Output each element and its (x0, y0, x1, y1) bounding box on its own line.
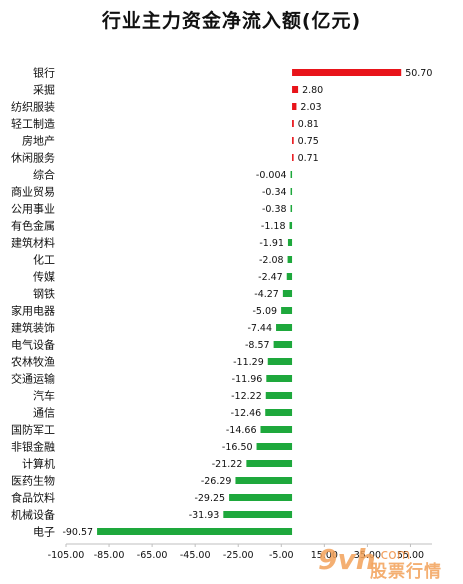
value-label: -11.96 (232, 374, 263, 385)
category-label: 化工 (33, 253, 55, 267)
bar (223, 511, 293, 518)
category-label: 家用电器 (11, 304, 55, 318)
bar (229, 494, 293, 501)
value-label: -11.29 (233, 357, 264, 368)
value-label: -0.004 (256, 170, 287, 181)
category-label: 纺织服装 (11, 100, 55, 114)
watermark-text: 股票行情 (370, 562, 442, 582)
bar (281, 307, 293, 314)
value-label: -7.44 (247, 323, 272, 334)
bar (265, 392, 293, 399)
value-label: -90.57 (62, 527, 93, 538)
category-label: 钢铁 (33, 288, 55, 301)
x-tick-label: -45.00 (180, 550, 211, 561)
category-label: 非银金融 (11, 440, 55, 454)
bar (273, 341, 293, 348)
category-label: 建筑装饰 (11, 321, 55, 335)
bar (267, 358, 293, 365)
value-label: 0.71 (298, 153, 319, 164)
value-label: -1.18 (261, 221, 286, 232)
x-tick-label: -5.00 (269, 550, 294, 561)
value-label: -2.08 (259, 255, 284, 266)
x-tick-label: -85.00 (94, 550, 125, 561)
value-label: -4.27 (254, 289, 279, 300)
value-label: -29.25 (194, 493, 225, 504)
bar (292, 154, 294, 161)
value-label: -12.22 (231, 391, 262, 402)
bar (290, 188, 293, 195)
category-label: 休闲服务 (11, 151, 55, 165)
value-label: -0.34 (262, 187, 287, 198)
value-label: -0.38 (262, 204, 287, 215)
value-label: -16.50 (222, 442, 253, 453)
bar (276, 324, 293, 331)
category-label: 电子 (33, 526, 55, 539)
category-label: 房地产 (22, 134, 55, 148)
category-label: 汽车 (33, 389, 55, 403)
watermark-domain: .com (376, 547, 411, 563)
category-label: 综合 (33, 168, 55, 182)
bar (235, 477, 293, 484)
value-label: -14.66 (226, 425, 257, 436)
value-label: -8.57 (245, 340, 270, 351)
category-label: 商业贸易 (11, 185, 55, 199)
value-label: -26.29 (201, 476, 232, 487)
category-label: 有色金属 (11, 219, 55, 233)
bar (289, 222, 293, 229)
bar (292, 137, 294, 144)
value-label: 50.70 (405, 68, 432, 79)
category-label: 电气设备 (11, 338, 55, 352)
category-label: 采掘 (33, 83, 55, 97)
value-label: 0.75 (298, 136, 319, 147)
x-tick-label: 15.00 (311, 550, 338, 561)
category-label: 食品饮料 (11, 491, 55, 505)
chart-title: 行业主力资金净流入额(亿元) (101, 10, 362, 32)
category-label: 公用事业 (11, 203, 55, 216)
x-tick-label: -25.00 (223, 550, 254, 561)
bar (265, 409, 293, 416)
watermark-logo: 9vh .com 股票行情 (318, 543, 458, 582)
value-label: -12.46 (231, 408, 262, 419)
category-label: 机械设备 (11, 508, 55, 522)
bar (292, 86, 299, 93)
bar (246, 460, 293, 467)
value-label: 2.03 (300, 102, 321, 113)
value-label: -5.09 (253, 306, 278, 317)
bar (287, 256, 293, 263)
category-label: 银行 (33, 66, 55, 80)
category-label: 医药生物 (11, 474, 55, 488)
category-label: 交通运输 (11, 372, 55, 386)
category-label: 通信 (33, 407, 55, 420)
value-label: 0.81 (298, 119, 319, 130)
category-label: 农林牧渔 (11, 355, 55, 369)
category-label: 传媒 (33, 271, 55, 284)
x-tick-label: 55.00 (397, 550, 424, 561)
bar (292, 120, 294, 127)
bar (266, 375, 293, 382)
bar (260, 426, 293, 433)
bar (256, 443, 293, 450)
x-tick-label: 35.00 (354, 550, 381, 561)
category-label: 轻工制造 (11, 117, 55, 131)
value-label: -2.47 (258, 272, 283, 283)
bar (290, 171, 293, 178)
bar (292, 103, 297, 110)
value-label: -1.91 (259, 238, 284, 249)
category-label: 建筑材料 (11, 236, 55, 250)
bar (292, 69, 402, 76)
bar (286, 273, 293, 280)
bar (287, 239, 293, 246)
category-label: 国防军工 (11, 423, 55, 437)
bar (290, 205, 293, 212)
bar (282, 290, 293, 297)
value-label: 2.80 (302, 85, 323, 96)
category-label: 计算机 (22, 457, 55, 471)
watermark-logo-mark: 9vh (318, 543, 376, 576)
bar (97, 528, 293, 535)
value-label: -21.22 (212, 459, 243, 470)
value-label: -31.93 (189, 510, 220, 521)
x-tick-label: -105.00 (48, 550, 85, 561)
x-tick-label: -65.00 (137, 550, 168, 561)
